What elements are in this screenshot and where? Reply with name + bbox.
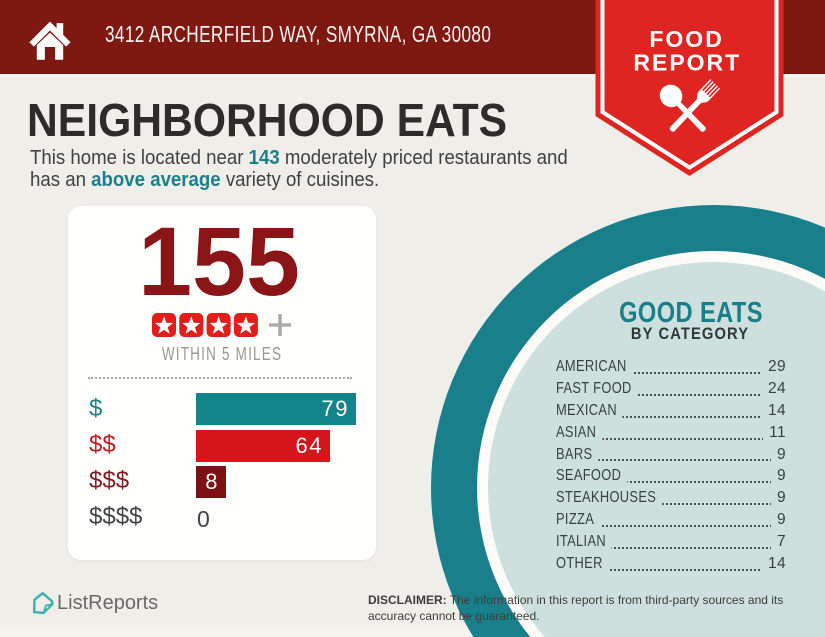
svg-text:FOOD: FOOD [649,26,723,52]
svg-text:REPORT: REPORT [633,50,741,76]
